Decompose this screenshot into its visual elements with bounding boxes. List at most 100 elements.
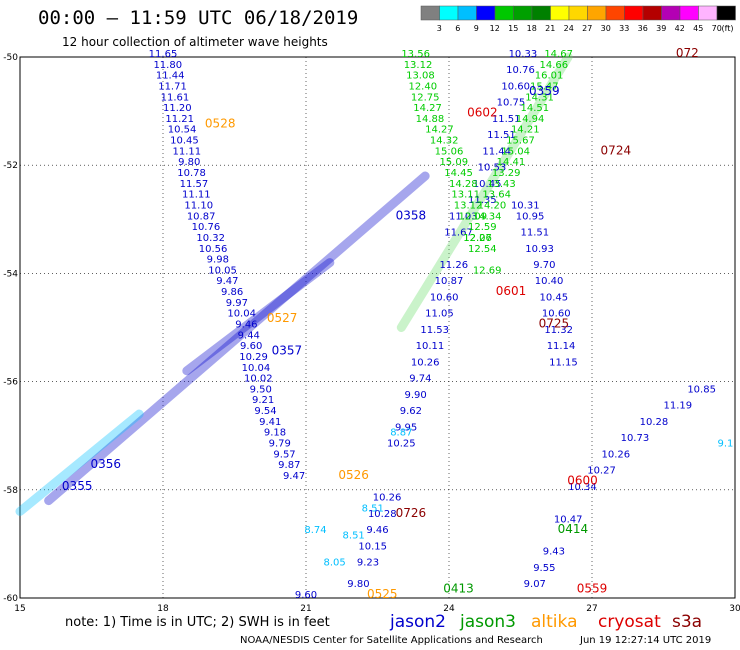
wave-height-label-jason2: 9.97 bbox=[226, 298, 248, 309]
wave-height-label-jason3: 14.94 bbox=[516, 114, 545, 125]
legend-altika: altika bbox=[531, 612, 578, 632]
wave-height-label-jason3: 15.67 bbox=[506, 136, 535, 147]
y-tick-label: -54 bbox=[3, 269, 18, 279]
track-time-label: 0358 bbox=[396, 208, 427, 222]
satellite-legend: jason2 jason3 altika cryosat s3a bbox=[389, 612, 702, 632]
wave-height-label-jason2: 11.05 bbox=[425, 309, 454, 320]
colorbar-label: 3 bbox=[437, 24, 442, 33]
wave-height-label-jason2: 10.04 bbox=[242, 363, 271, 374]
legend-s3a: s3a bbox=[672, 612, 702, 632]
wave-height-label-jason2: 11.26 bbox=[439, 260, 468, 271]
wave-height-label-jason2: 10.47 bbox=[554, 514, 583, 525]
colorbar-label: 42 bbox=[675, 24, 685, 33]
colorbar-unit: (ft) bbox=[721, 24, 733, 33]
wave-height-label-jason2: 11.51 bbox=[492, 114, 521, 125]
colorbar-label: 21 bbox=[545, 24, 555, 33]
wave-height-label-jason2: 11.67 bbox=[444, 228, 473, 239]
wave-height-label-jason2: 10.54 bbox=[168, 125, 197, 136]
plot-frame bbox=[19, 56, 736, 599]
wave-height-label-jason2: 11.20 bbox=[163, 103, 192, 114]
wave-height-label-jason3: 14.20 bbox=[478, 200, 507, 211]
wave-height-label-jason3: 13.29 bbox=[492, 168, 521, 179]
wave-height-label-jason2: 11.21 bbox=[165, 114, 194, 125]
track-time-label: 0357 bbox=[272, 344, 303, 358]
credit-text: NOAA/NESDIS Center for Satellite Applica… bbox=[240, 635, 543, 646]
wave-height-label-jason3: 12.09 bbox=[459, 211, 488, 222]
colorbar-swatch bbox=[513, 5, 533, 21]
track-time-label: 0525 bbox=[367, 587, 398, 601]
wave-height-label-jason2: 10.26 bbox=[373, 493, 402, 504]
wave-height-label-jason2: 11.71 bbox=[158, 81, 187, 92]
wave-height-label-jason2: 9.47 bbox=[216, 276, 238, 287]
wave-height-label-jason2: 10.87 bbox=[187, 211, 216, 222]
wave-height-label-jason2: 10.76 bbox=[506, 65, 535, 76]
track-time-label: 0359 bbox=[529, 84, 560, 98]
wave-height-label-jason2: 10.95 bbox=[516, 211, 545, 222]
wave-height-label-jason2: 10.26 bbox=[411, 357, 440, 368]
wave-height-label-jason3: 14.34 bbox=[473, 211, 502, 222]
colorbar-swatch bbox=[679, 5, 699, 21]
wave-height-label-jason2: 10.76 bbox=[192, 222, 221, 233]
wave-height-label-jason3: 13.56 bbox=[401, 49, 430, 60]
wave-height-label-jason2: 11.65 bbox=[149, 49, 178, 60]
wave-height-label-jason2: 11.15 bbox=[549, 357, 578, 368]
wave-height-label-jason3: 12.07 bbox=[463, 233, 492, 244]
wave-height-label-jason2: 9.95 bbox=[395, 422, 417, 433]
wave-height-label-jason2: 10.11 bbox=[416, 341, 445, 352]
dense-track bbox=[396, 52, 573, 332]
wave-height-label-jason2: 11.10 bbox=[184, 200, 213, 211]
wave-height-label-jason3: 14.67 bbox=[544, 49, 573, 60]
y-tick-label: -50 bbox=[3, 53, 18, 63]
wave-height-label-jason2: 9.54 bbox=[254, 406, 276, 417]
wave-height-label-jason3: 13.08 bbox=[406, 71, 435, 82]
wave-height-label-jason2: 11.44 bbox=[156, 71, 185, 82]
wave-height-label-jason2: 10.02 bbox=[244, 374, 273, 385]
wave-height-label-jason2: 9.46 bbox=[235, 320, 257, 331]
colorbar-label: 33 bbox=[619, 24, 629, 33]
colorbar-swatch bbox=[605, 5, 625, 21]
x-tick-label: 27 bbox=[586, 604, 597, 614]
wave-height-label-jason2: 9.60 bbox=[240, 341, 262, 352]
wave-height-label-jason2: 10.29 bbox=[239, 352, 268, 363]
wave-height-colorbar: 3 6 9 12 15 18 21 24 27 30 33 36 39 42 45 70 (ft) bbox=[420, 5, 736, 33]
wave-height-label-jason2: 10.60 bbox=[430, 292, 459, 303]
wave-height-label-altika: 8.05 bbox=[323, 558, 345, 569]
colorbar-label: 18 bbox=[527, 24, 537, 33]
wave-height-label-altika: 8.74 bbox=[304, 525, 326, 536]
wave-height-label-jason2: 10.78 bbox=[177, 168, 206, 179]
track-time-label: 0528 bbox=[205, 116, 236, 130]
wave-height-label-jason2: 10.33 bbox=[509, 49, 538, 60]
wave-height-label-jason2: 10.15 bbox=[358, 541, 387, 552]
wave-height-label-jason2: 10.25 bbox=[387, 439, 416, 450]
wave-height-label-jason3: 13.12 bbox=[454, 200, 483, 211]
wave-height-label-jason2: 9.41 bbox=[259, 417, 281, 428]
wave-height-label-jason3: 15.06 bbox=[435, 146, 464, 157]
colorbar-swatch bbox=[587, 5, 607, 21]
track-time-label: 0413 bbox=[443, 582, 474, 596]
colorbar-label: 24 bbox=[564, 24, 574, 33]
wave-height-label-jason2: 10.31 bbox=[511, 200, 540, 211]
wave-height-label-jason3: 14.41 bbox=[497, 157, 526, 168]
wave-height-label-jason3: 14.27 bbox=[425, 125, 454, 136]
colorbar-swatch bbox=[716, 5, 736, 21]
colorbar-label: 30 bbox=[601, 24, 611, 33]
colorbar-label: 27 bbox=[582, 24, 592, 33]
wave-height-label-jason2: 10.28 bbox=[640, 417, 669, 428]
x-tick-label: 21 bbox=[300, 604, 311, 614]
colorbar-label: 36 bbox=[638, 24, 648, 33]
colorbar-label: 15 bbox=[508, 24, 518, 33]
x-tick-label: 24 bbox=[443, 604, 455, 614]
wave-height-label-jason2: 9.74 bbox=[409, 374, 431, 385]
wave-height-label-jason2: 11.51 bbox=[520, 228, 549, 239]
wave-height-label-jason2: 11.61 bbox=[161, 92, 190, 103]
wave-height-label-jason3: 12.75 bbox=[411, 92, 440, 103]
wave-height-label-jason2: 9.87 bbox=[278, 460, 300, 471]
wave-height-label-jason3: 13.12 bbox=[404, 60, 433, 71]
colorbar-swatch bbox=[550, 5, 570, 21]
wave-height-label-jason2: 10.34 bbox=[568, 482, 597, 493]
y-tick-label: -52 bbox=[3, 161, 18, 171]
track-time-label: 0414 bbox=[558, 522, 589, 536]
wave-height-label-jason2: 10.56 bbox=[199, 244, 228, 255]
wave-height-label-jason2: 11.53 bbox=[420, 325, 449, 336]
wave-height-label-jason2: 10.73 bbox=[621, 433, 650, 444]
